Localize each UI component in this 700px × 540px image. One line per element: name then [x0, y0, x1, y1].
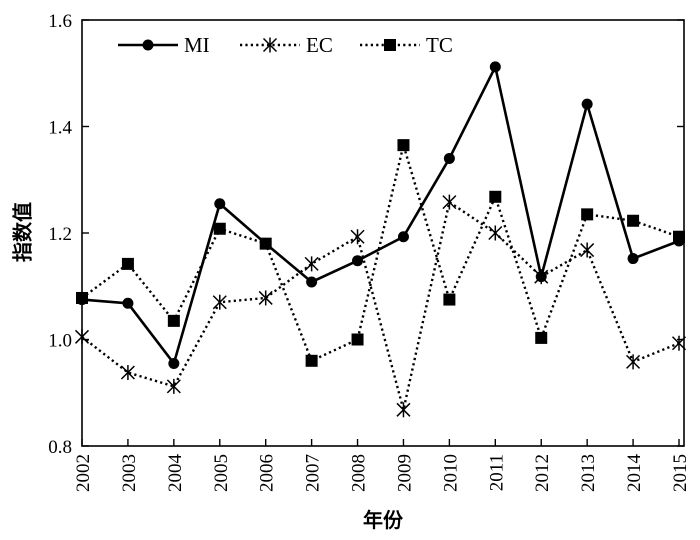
series-ec-point [120, 365, 135, 381]
series-mi [76, 61, 685, 369]
series-ec-point [396, 402, 411, 418]
series-tc-point [121, 257, 134, 270]
x-tick-label: 2005 [211, 454, 232, 492]
y-tick-label: 1.2 [48, 224, 72, 245]
series-ec-point [166, 378, 181, 394]
series-mi-point [397, 231, 409, 243]
legend-swatch-marker [262, 37, 278, 53]
x-tick-label: 2009 [394, 454, 415, 492]
series-tc-point [259, 237, 272, 250]
x-tick-label: 2004 [165, 454, 186, 493]
series-tc-point [167, 314, 180, 327]
series-ec-point [671, 335, 687, 351]
series-ec-point [626, 354, 641, 370]
series-ec-point [258, 290, 273, 306]
series-ec-point [534, 269, 549, 285]
series-mi-point [168, 357, 180, 369]
series-mi-point [122, 297, 134, 309]
series-mi-point [627, 253, 639, 265]
series-ec-line [81, 200, 680, 411]
series-ec-point [212, 294, 227, 310]
y-tick-label: 1.0 [48, 331, 72, 352]
legend-label: MI [184, 33, 210, 57]
y-tick-label: 0.8 [48, 437, 72, 458]
series-tc [76, 139, 685, 367]
x-tick-label: 2006 [257, 454, 278, 492]
axes: 0.8 1.0 1.2 1.4 1.6 2002 2003 2004 2005 2006 2007 2… [48, 11, 691, 492]
series-ec-point [74, 329, 90, 345]
x-axis-title: 年份 [363, 508, 404, 532]
series-ec-point [488, 225, 503, 241]
legend-item-tc: TC [360, 33, 453, 57]
y-tick-label: 1.6 [48, 11, 72, 32]
x-tick-label: 2008 [349, 454, 370, 492]
series-mi-line [81, 62, 680, 367]
x-tick-label: 2015 [670, 454, 691, 492]
legend-swatch-marker [384, 39, 396, 51]
series-ec-point [442, 194, 457, 210]
series-tc-point [489, 190, 502, 203]
x-tick-label: 2012 [532, 454, 553, 492]
x-tick-label: 2013 [578, 454, 599, 492]
series-tc-point [305, 354, 318, 367]
series-layer [74, 61, 687, 418]
series-mi-point [489, 61, 501, 73]
series-tc-point [443, 293, 456, 306]
series-tc-point [581, 208, 594, 221]
series-ec-point [304, 256, 319, 272]
series-mi-point [214, 198, 226, 210]
legend-item-ec: EC [240, 33, 333, 57]
series-tc-point [76, 291, 88, 304]
legend-label: EC [306, 33, 333, 57]
y-tick-label: 1.4 [48, 118, 72, 139]
series-mi-point [581, 98, 593, 110]
x-tick-label: 2002 [73, 454, 94, 492]
x-tick-label: 2003 [119, 454, 140, 492]
legend-swatch-marker [142, 39, 154, 51]
legend-item-mi: MI [118, 33, 210, 57]
series-mi-point [443, 152, 455, 164]
series-tc-line [81, 140, 680, 363]
series-tc-point [213, 222, 226, 235]
series-mi-point [352, 255, 364, 267]
series-tc-point [627, 214, 640, 227]
legend-label: TC [426, 33, 453, 57]
x-tick-label: 2010 [440, 454, 461, 492]
series-ec-point [350, 229, 365, 245]
series-tc-point [351, 333, 364, 346]
series-ec-point [580, 242, 595, 258]
series-ec [74, 194, 687, 418]
series-tc-point [397, 139, 410, 152]
y-axis-title: 指数值 [11, 202, 35, 262]
series-tc-point [673, 230, 685, 243]
x-tick-label: 2011 [486, 454, 507, 491]
series-tc-point [535, 331, 548, 344]
series-mi-point [306, 276, 318, 288]
x-tick-label: 2014 [624, 454, 645, 493]
legend: MI EC TC [118, 33, 453, 57]
x-tick-label: 2007 [303, 454, 324, 492]
